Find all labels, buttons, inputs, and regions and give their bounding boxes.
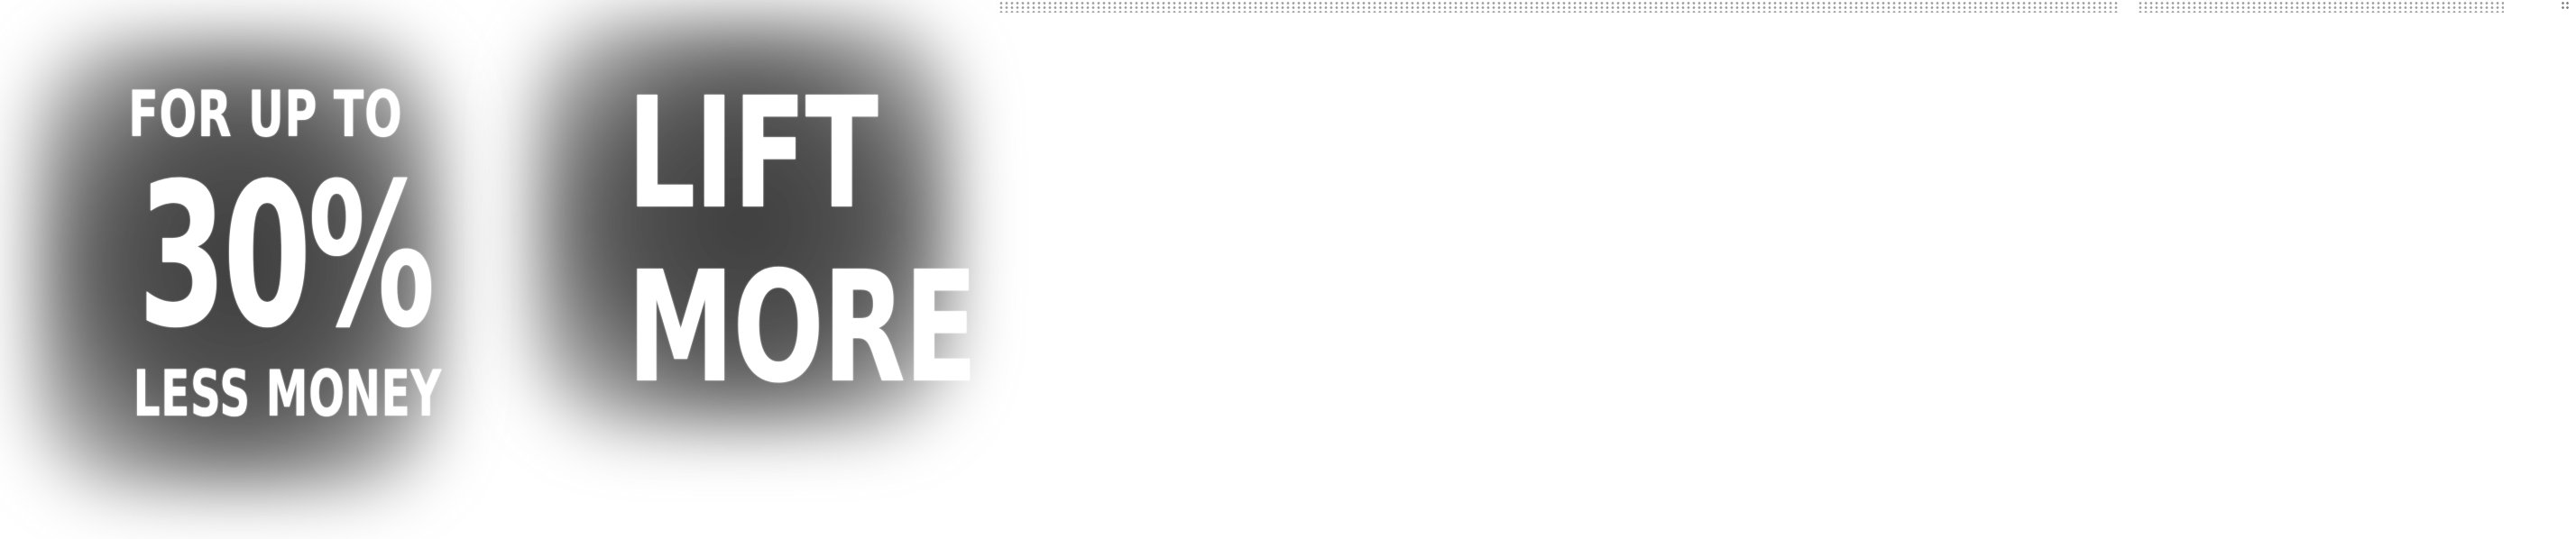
more-word: MORE bbox=[627, 239, 978, 417]
top-dotted-strip-secondary bbox=[2138, 0, 2504, 13]
savings-text-glow bbox=[32, 36, 443, 491]
savings-prefix: FOR UP TO bbox=[128, 78, 403, 151]
lift-text-glow bbox=[532, 16, 956, 431]
savings-suffix: LESS MONEY bbox=[133, 357, 442, 431]
savings-callout: FOR UP TO 30% LESS MONEY bbox=[79, 78, 442, 431]
top-right-dotted-mark bbox=[2561, 0, 2570, 11]
lift-word: LIFT bbox=[627, 65, 879, 243]
top-dotted-strip-main bbox=[998, 0, 2120, 13]
lift-more-callout: LIFT MORE bbox=[577, 65, 978, 417]
savings-percentage: 30% bbox=[138, 141, 435, 371]
